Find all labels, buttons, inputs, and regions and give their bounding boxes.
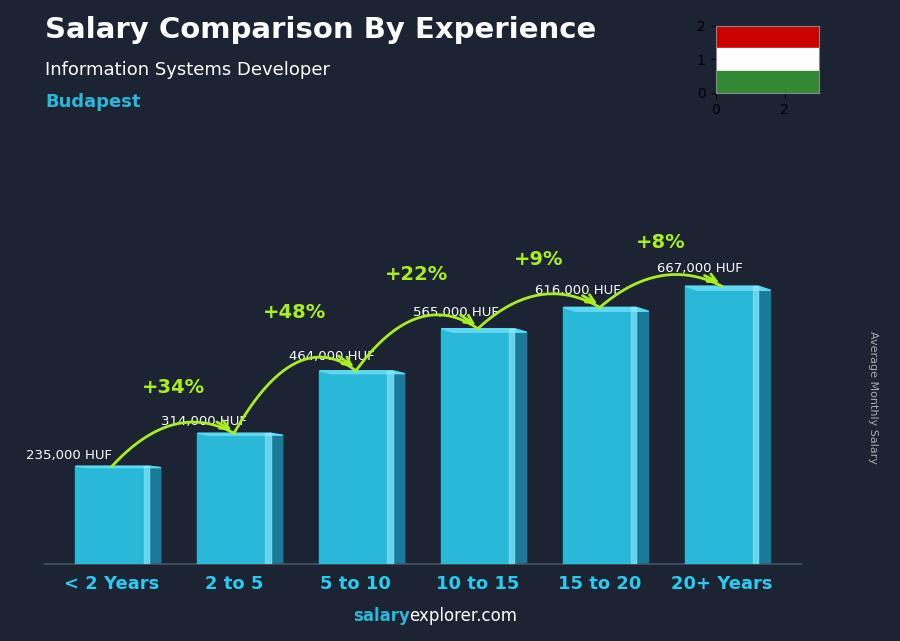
Text: salary: salary (353, 607, 410, 625)
Text: +48%: +48% (264, 303, 327, 322)
Polygon shape (759, 286, 770, 564)
Text: 667,000 HUF: 667,000 HUF (657, 262, 742, 275)
Text: explorer.com: explorer.com (410, 607, 518, 625)
Bar (716, 71, 819, 93)
Text: 314,000 HUF: 314,000 HUF (160, 415, 247, 428)
Bar (143, 466, 148, 564)
Polygon shape (320, 370, 405, 374)
Bar (509, 329, 515, 564)
Text: Salary Comparison By Experience: Salary Comparison By Experience (45, 16, 596, 44)
Bar (716, 48, 819, 71)
Bar (685, 286, 759, 564)
Bar (320, 370, 392, 564)
Text: 235,000 HUF: 235,000 HUF (26, 449, 112, 462)
Polygon shape (563, 308, 649, 312)
Polygon shape (148, 466, 161, 564)
Bar (753, 286, 759, 564)
Bar (441, 329, 515, 564)
Bar (387, 370, 392, 564)
Text: +8%: +8% (636, 233, 686, 251)
Bar (76, 466, 148, 564)
Polygon shape (636, 308, 649, 564)
Text: 464,000 HUF: 464,000 HUF (289, 350, 374, 363)
Bar (563, 308, 636, 564)
Polygon shape (271, 433, 283, 564)
Bar (631, 308, 636, 564)
Bar (266, 433, 271, 564)
Polygon shape (441, 329, 526, 332)
Polygon shape (76, 466, 161, 468)
Text: 565,000 HUF: 565,000 HUF (413, 306, 499, 319)
Text: Average Monthly Salary: Average Monthly Salary (868, 331, 878, 464)
Polygon shape (515, 329, 526, 564)
Polygon shape (392, 370, 405, 564)
Text: +22%: +22% (385, 265, 448, 284)
Bar (716, 26, 819, 48)
Text: +9%: +9% (514, 250, 563, 269)
Polygon shape (197, 433, 283, 435)
Text: Budapest: Budapest (45, 93, 140, 111)
Text: 616,000 HUF: 616,000 HUF (535, 284, 621, 297)
Bar (197, 433, 271, 564)
Polygon shape (685, 286, 770, 290)
Text: Information Systems Developer: Information Systems Developer (45, 61, 330, 79)
Text: +34%: +34% (141, 378, 204, 397)
